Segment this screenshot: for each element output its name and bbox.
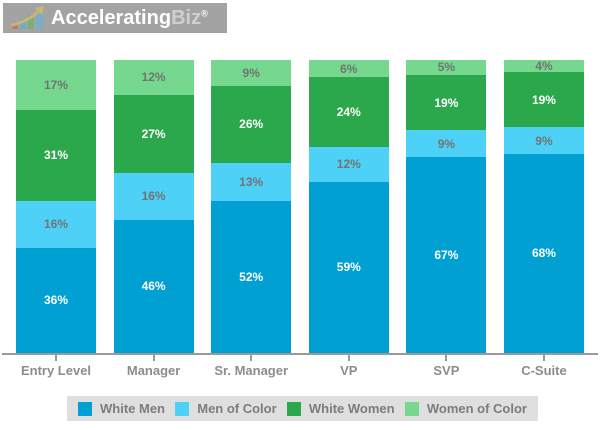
segment-value-label: 5% [437,60,456,75]
segment-value-label: 26% [239,117,264,132]
legend-item-white-women: White Women [286,401,395,416]
stacked-bar-chart: 36% 16% 31% 17% 46% 16% 27% 12% 52% 13% 26% 9% 59% 12… [16,60,584,353]
segment-value-label: 24% [336,105,361,120]
x-axis-category: VP [309,355,389,378]
bar-segment-white-women: 19% [406,74,487,131]
category-label: Manager [126,363,181,378]
segment-value-label: 9% [242,66,260,81]
segment-value-label: 16% [43,217,69,232]
segment-value-label: 9% [437,136,456,151]
bar-segment-white-men: 52% [211,200,292,353]
legend-item-men-of-color: Men of Color [175,401,277,416]
legend-color-swatch [175,401,190,416]
bar-segment-white-women: 31% [16,109,96,201]
axis-tick [250,355,253,361]
bar-segment-white-men: 68% [503,153,584,353]
bar-segment-men-of-color: 13% [211,162,292,201]
x-axis-category: Sr. Manager [211,355,291,378]
bar-segment-women-of-color: 12% [113,60,194,95]
category-label: Entry Level [20,363,92,378]
segment-value-label: 16% [141,189,166,204]
bar-segment-white-women: 19% [503,71,584,128]
segment-value-label: 13% [239,174,264,189]
axis-tick [347,355,350,361]
brand-wordmark: AcceleratingBiz® [51,8,208,28]
segment-value-label: 19% [531,92,556,107]
segment-value-label: 36% [43,293,69,308]
legend-label: Men of Color [197,401,277,416]
stacked-bar: 68% 9% 19% 4% [503,58,584,353]
segment-value-label: 17% [43,77,69,92]
bar-segment-white-men: 46% [113,219,194,353]
bar-segment-white-men: 59% [308,181,389,353]
bar-segment-women-of-color: 17% [16,60,96,110]
axis-tick [542,355,545,361]
bar-segment-women-of-color: 6% [308,60,389,78]
bar-segment-white-women: 27% [113,94,194,174]
legend-label: Women of Color [426,401,527,416]
segment-value-label: 12% [336,157,361,172]
brand-part1: Accelerating [51,7,172,29]
segment-value-label: 68% [531,246,556,261]
brand-header: AcceleratingBiz® [3,3,227,33]
axis-tick [445,355,448,361]
legend-item-white-men: White Men [78,401,165,416]
brand-part2: Biz [171,7,202,29]
registered-trademark: ® [201,8,208,19]
segment-value-label: 19% [434,95,459,110]
bar-segment-men-of-color: 9% [406,130,487,157]
bar-segment-women-of-color: 5% [406,60,487,75]
legend-color-swatch [404,401,419,416]
segment-value-label: 46% [141,279,166,294]
bar-segment-men-of-color: 16% [16,200,96,248]
segment-value-label: 9% [535,133,553,148]
axis-tick [152,355,155,361]
x-axis-category: Manager [114,355,194,378]
segment-value-label: 31% [43,148,69,163]
legend-color-swatch [78,401,92,416]
segment-value-label: 6% [340,61,358,76]
segment-value-label: 67% [434,247,459,262]
stacked-bar: 46% 16% 27% 12% [113,60,194,353]
bar-segment-women-of-color: 9% [211,60,292,87]
category-label: C-Suite [521,363,567,378]
stacked-bar: 59% 12% 24% 6% [308,60,389,353]
bar-segment-men-of-color: 9% [503,127,584,154]
category-label: VP [340,363,358,378]
bar-segment-white-women: 24% [308,77,389,148]
x-axis-category: Entry Level [16,355,96,378]
stacked-bar: 52% 13% 26% 9% [211,60,292,353]
legend-label: White Women [308,401,395,416]
bar-segment-women-of-color: 4% [503,58,584,73]
segment-value-label: 59% [336,260,361,275]
legend-item-women-of-color: Women of Color [404,401,527,416]
x-axis-category: C-Suite [504,355,584,378]
stacked-bar: 36% 16% 31% 17% [16,60,96,353]
segment-value-label: 4% [535,58,553,73]
legend-label: White Men [100,401,165,416]
stacked-bar: 67% 9% 19% 5% [406,60,487,353]
segment-value-label: 12% [141,70,166,85]
legend-color-swatch [286,401,301,416]
segment-value-label: 52% [239,269,264,284]
category-label: Sr. Manager [214,363,289,378]
bar-segment-white-men: 36% [16,247,96,353]
bar-segment-men-of-color: 16% [113,173,194,220]
axis-tick [55,355,57,361]
bar-segment-white-men: 67% [406,156,487,353]
x-axis-category: SVP [406,355,486,378]
x-axis-labels: Entry Level Manager Sr. Manager VP SVP C-Suit… [16,355,584,378]
x-axis-line [2,353,598,355]
category-label: SVP [433,363,460,378]
bar-segment-men-of-color: 12% [308,147,389,182]
chart-legend: White Men Men of Color White Women Women of… [67,396,538,421]
growth-chart-icon [11,6,44,29]
segment-value-label: 27% [141,127,166,141]
bar-segment-white-women: 26% [211,86,292,163]
